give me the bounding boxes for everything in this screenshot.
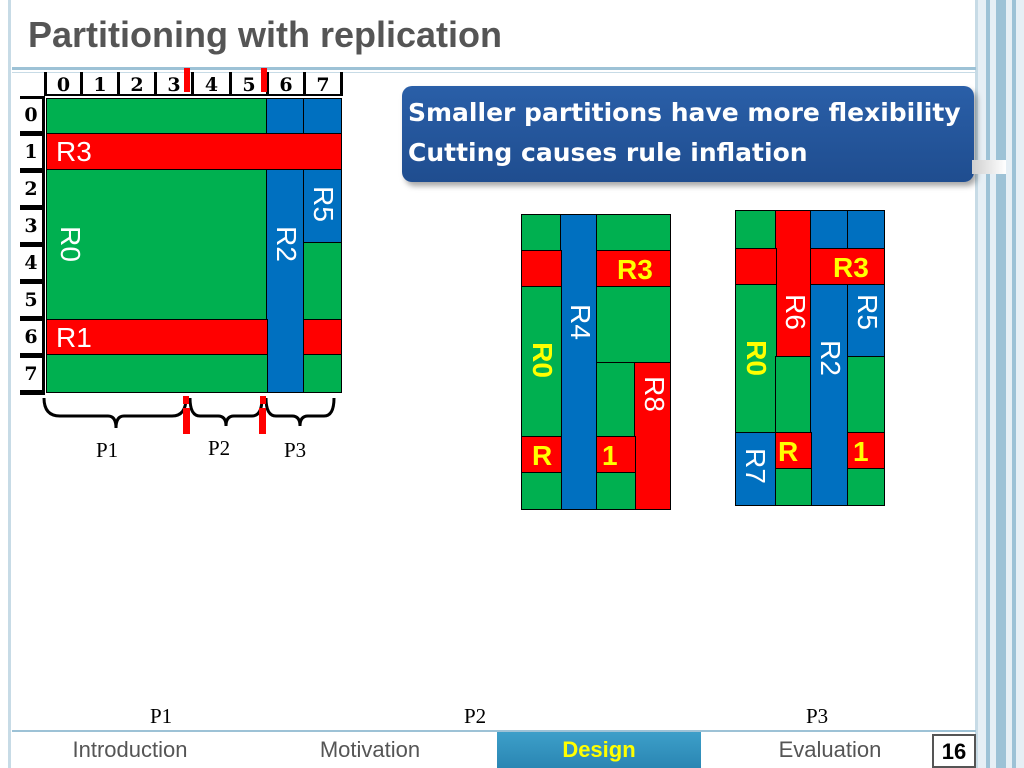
rule-r5-bar bbox=[303, 169, 342, 244]
rule-r0-area bbox=[46, 169, 268, 321]
switch-b-label-r7: R7 bbox=[739, 448, 771, 484]
slide-title: Partitioning with replication bbox=[28, 14, 503, 55]
rule-label-r3: R3 bbox=[56, 136, 92, 167]
nav-rule bbox=[12, 730, 976, 732]
rule-r5-bar bbox=[847, 284, 885, 358]
row-number: 4 bbox=[20, 248, 42, 281]
switch-a-label-r8: R8 bbox=[638, 376, 670, 412]
right-decor-stripes bbox=[978, 0, 1024, 768]
nav-design[interactable]: Design bbox=[497, 732, 701, 768]
row-number: 0 bbox=[20, 100, 42, 133]
nav-evaluation[interactable]: Evaluation bbox=[778, 737, 882, 762]
rule-r1-bar bbox=[303, 319, 342, 356]
cut-marker bbox=[184, 68, 190, 92]
switch-label-p2: P2 bbox=[464, 704, 487, 728]
switch-a-label-1: 1 bbox=[602, 440, 618, 471]
partition-label-p1: P1 bbox=[96, 438, 119, 462]
title-rule-thin bbox=[12, 72, 976, 73]
rule-r2-bar bbox=[810, 284, 849, 506]
row-number: 5 bbox=[20, 285, 42, 318]
rule-r2-cell bbox=[266, 98, 305, 135]
switch-b-label-r3: R3 bbox=[833, 252, 869, 283]
nav-introduction[interactable]: Introduction bbox=[72, 737, 188, 762]
partition-label-p3: P3 bbox=[284, 438, 307, 462]
col-number: 1 bbox=[83, 74, 117, 96]
switch-label-p3: P3 bbox=[806, 704, 829, 728]
rule-r4-bar bbox=[560, 214, 598, 510]
switch-b-label-r: R bbox=[778, 436, 799, 467]
switch-a-label-r: R bbox=[532, 440, 553, 471]
switch-b-label-r6: R6 bbox=[779, 294, 811, 330]
cut-marker bbox=[261, 68, 267, 92]
page-number: 16 bbox=[932, 734, 976, 768]
col-number: 4 bbox=[194, 74, 229, 96]
rule-r7-bar bbox=[735, 432, 777, 506]
switch-b-label-r5: R5 bbox=[851, 294, 883, 330]
switch-a-label-r0: R0 bbox=[526, 342, 558, 378]
switch-a-label-r4: R4 bbox=[564, 304, 596, 340]
slide-frame bbox=[8, 0, 978, 768]
switch-b-label-1: 1 bbox=[853, 436, 869, 467]
row-number: 7 bbox=[20, 359, 42, 392]
rule-r2-bar bbox=[266, 169, 305, 393]
callout-box: Smaller partitions have more flexibility… bbox=[402, 86, 974, 182]
rule-r0-area bbox=[46, 354, 268, 393]
switch-a-label-r3: R3 bbox=[617, 254, 653, 285]
col-number: 2 bbox=[120, 74, 154, 96]
rule-r6-bar bbox=[775, 210, 812, 358]
partition-braces bbox=[42, 396, 336, 434]
rule-r0-area bbox=[303, 242, 342, 321]
row-number: 6 bbox=[20, 322, 42, 355]
row-number: 2 bbox=[20, 174, 42, 207]
switch-label-p1: P1 bbox=[150, 704, 173, 728]
callout-shadow-tail bbox=[972, 160, 1006, 174]
row-number: 1 bbox=[20, 137, 42, 170]
rule-r0-area bbox=[303, 354, 342, 393]
rule-label-r1: R1 bbox=[56, 322, 92, 353]
rule-r5-cell bbox=[303, 98, 342, 135]
col-number: 3 bbox=[157, 74, 191, 96]
nav-motivation[interactable]: Motivation bbox=[319, 737, 421, 762]
callout-line-1: Smaller partitions have more flexibility bbox=[408, 98, 961, 127]
col-number: 6 bbox=[269, 74, 303, 96]
row-number: 3 bbox=[20, 211, 42, 244]
callout-line-2: Cutting causes rule inflation bbox=[408, 138, 808, 167]
title-rule bbox=[12, 67, 976, 70]
col-number: 5 bbox=[232, 74, 266, 96]
switch-b-label-r0: R0 bbox=[740, 340, 772, 376]
col-number: 7 bbox=[306, 74, 340, 96]
partition-label-p2: P2 bbox=[208, 436, 231, 460]
col-number: 0 bbox=[47, 74, 80, 96]
switch-b-label-r2: R2 bbox=[814, 340, 846, 376]
